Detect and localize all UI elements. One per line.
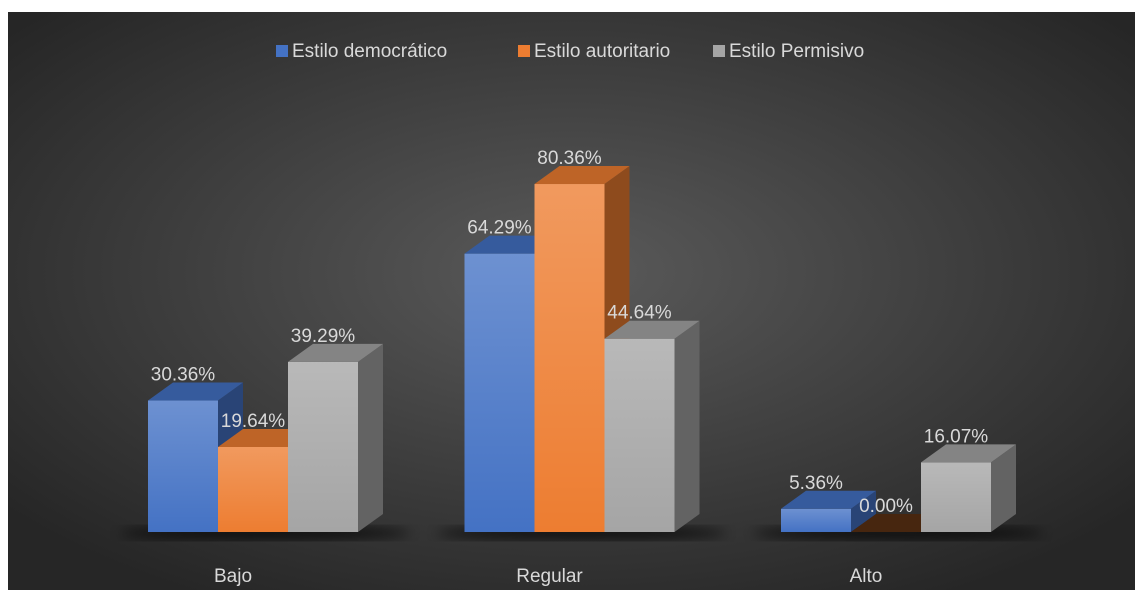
bar-shine [464,253,535,532]
bar [604,320,700,532]
bar-shine [781,508,851,532]
bar [148,382,243,532]
bar-shine [534,184,605,532]
data-label: 44.64% [607,303,672,324]
bar-top [288,343,383,362]
bar-top [534,166,630,185]
legend-swatch [518,45,530,57]
data-label: 5.36% [789,473,843,494]
data-label: 80.36% [537,148,602,169]
bar-shine [288,361,358,532]
bar-side [851,490,876,532]
bar-top [781,490,876,509]
bar-side [991,444,1016,532]
bar-side [674,320,700,532]
bar [288,343,383,532]
x-tick-label: Bajo [214,566,252,587]
bar-top [148,382,243,401]
bar-top [604,320,700,339]
data-label: 0.00% [859,496,913,517]
legend-swatch [713,45,725,57]
data-label: 64.29% [467,218,532,239]
bar-shine [218,446,288,532]
x-tick-label: Regular [516,566,583,587]
legend-label: Estilo Permisivo [729,41,864,62]
bar-top [921,444,1016,463]
legend-label: Estilo autoritario [534,41,670,62]
legend-label: Estilo democrático [292,41,447,62]
bar [781,490,876,532]
bar-shine [921,462,991,532]
legend-swatch [276,45,288,57]
bar-shine [604,338,675,532]
bar-shine [148,400,218,532]
bar [921,444,1016,532]
data-label: 19.64% [221,411,286,432]
data-label: 16.07% [924,426,989,447]
data-label: 39.29% [291,326,356,347]
data-label: 30.36% [151,365,216,386]
bar-side [358,343,383,532]
x-tick-label: Alto [850,566,883,587]
